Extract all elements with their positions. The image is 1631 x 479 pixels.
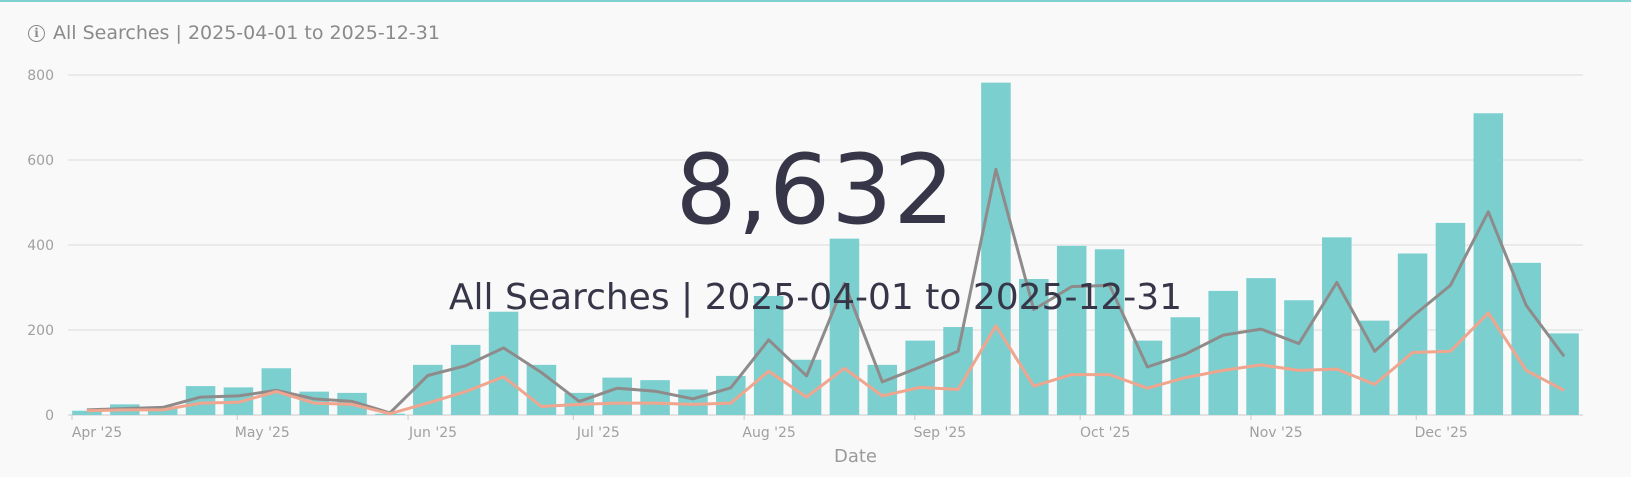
bar bbox=[1435, 222, 1466, 415]
series-line bbox=[86, 311, 1565, 416]
y-tick-label: 400 bbox=[27, 238, 54, 254]
chart-title: All Searches | 2025-04-01 to 2025-12-31 bbox=[53, 22, 440, 44]
series-line bbox=[86, 167, 1566, 415]
bar bbox=[678, 389, 708, 415]
x-tick-label: Jun '25 bbox=[408, 425, 457, 441]
y-tick-label: 0 bbox=[45, 408, 54, 424]
y-tick-label: 800 bbox=[27, 68, 54, 84]
bar bbox=[1549, 333, 1579, 415]
y-tick-label: 600 bbox=[27, 153, 54, 169]
bar bbox=[602, 377, 632, 415]
bar bbox=[791, 359, 822, 415]
x-tick-label: Sep '25 bbox=[914, 425, 967, 441]
x-tick-label: Dec '25 bbox=[1415, 425, 1468, 441]
bar bbox=[640, 380, 670, 415]
bar bbox=[829, 238, 860, 415]
info-icon[interactable]: i bbox=[28, 24, 45, 42]
bar bbox=[1322, 237, 1352, 415]
x-tick-label: Apr '25 bbox=[72, 425, 122, 441]
bar bbox=[1208, 290, 1238, 415]
bar bbox=[450, 344, 481, 415]
bar bbox=[1511, 262, 1541, 415]
chart-header: i All Searches | 2025-04-01 to 2025-12-3… bbox=[28, 22, 440, 44]
x-tick-label: Nov '25 bbox=[1249, 425, 1302, 441]
bar bbox=[1246, 278, 1276, 415]
bar bbox=[753, 296, 784, 415]
bar bbox=[1170, 317, 1201, 415]
bar bbox=[905, 340, 935, 415]
x-tick-label: Aug '25 bbox=[742, 425, 795, 441]
bar bbox=[488, 311, 519, 415]
x-tick-label: May '25 bbox=[235, 425, 290, 441]
bar bbox=[1284, 300, 1314, 415]
bar bbox=[72, 410, 102, 415]
bar bbox=[1019, 279, 1049, 415]
x-axis-title: Date bbox=[834, 446, 877, 467]
x-tick-label: Oct '25 bbox=[1080, 425, 1130, 441]
bar bbox=[981, 82, 1011, 416]
bar bbox=[1132, 340, 1163, 415]
bar bbox=[1397, 253, 1428, 415]
y-tick-label: 200 bbox=[27, 323, 54, 339]
bar bbox=[1094, 249, 1125, 415]
bar bbox=[1056, 245, 1087, 415]
bar bbox=[1473, 113, 1504, 415]
x-tick-label: Jul '25 bbox=[576, 425, 620, 441]
